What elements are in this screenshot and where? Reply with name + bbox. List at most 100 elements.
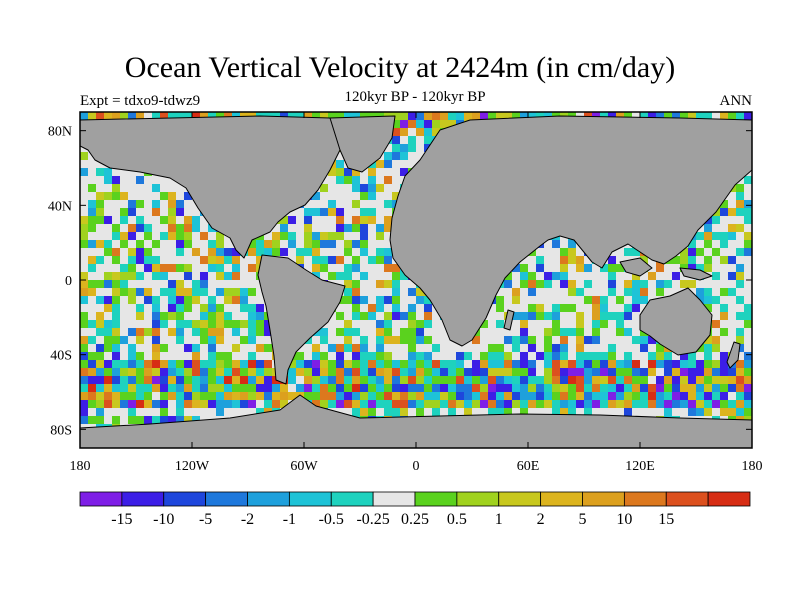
field-cell bbox=[384, 320, 392, 328]
field-cell bbox=[88, 320, 96, 328]
field-cell bbox=[560, 304, 568, 312]
field-cell bbox=[736, 296, 744, 304]
field-cell bbox=[408, 288, 416, 296]
field-cell bbox=[640, 336, 648, 344]
field-cell bbox=[592, 376, 600, 384]
field-cell bbox=[480, 360, 488, 368]
field-cell bbox=[192, 320, 200, 328]
land-masses bbox=[80, 115, 752, 448]
field-cell bbox=[616, 312, 624, 320]
field-cell bbox=[304, 224, 312, 232]
field-cell bbox=[640, 288, 648, 296]
field-cell bbox=[336, 216, 344, 224]
field-cell bbox=[144, 384, 152, 392]
field-cell bbox=[136, 176, 144, 184]
field-cell bbox=[736, 224, 744, 232]
field-cell bbox=[432, 120, 440, 128]
field-cell bbox=[288, 216, 296, 224]
field-cell bbox=[616, 320, 624, 328]
field-cell bbox=[640, 256, 648, 264]
field-cell bbox=[168, 360, 176, 368]
field-cell bbox=[112, 368, 120, 376]
field-cell bbox=[256, 312, 264, 320]
field-cell bbox=[328, 360, 336, 368]
field-cell bbox=[672, 112, 680, 120]
field-cell bbox=[688, 384, 696, 392]
field-cell bbox=[672, 360, 680, 368]
field-cell bbox=[256, 256, 264, 264]
field-cell bbox=[208, 264, 216, 272]
field-cell bbox=[744, 384, 752, 392]
field-cell bbox=[536, 376, 544, 384]
field-cell bbox=[656, 288, 664, 296]
field-cell bbox=[640, 360, 648, 368]
field-cell bbox=[272, 392, 280, 400]
field-cell bbox=[256, 376, 264, 384]
field-cell bbox=[192, 352, 200, 360]
field-cell bbox=[112, 192, 120, 200]
field-cell bbox=[504, 408, 512, 416]
field-cell bbox=[592, 384, 600, 392]
field-cell bbox=[392, 152, 400, 160]
field-cell bbox=[248, 376, 256, 384]
field-cell bbox=[136, 112, 144, 120]
field-cell bbox=[408, 336, 416, 344]
field-cell bbox=[520, 264, 528, 272]
field-cell bbox=[440, 384, 448, 392]
field-cell bbox=[480, 384, 488, 392]
field-cell bbox=[616, 384, 624, 392]
field-cell bbox=[88, 416, 96, 424]
field-cell bbox=[744, 408, 752, 416]
field-cell bbox=[232, 400, 240, 408]
field-cell bbox=[704, 408, 712, 416]
colorbar-label: 10 bbox=[616, 511, 632, 528]
field-cell bbox=[528, 304, 536, 312]
field-cell bbox=[352, 176, 360, 184]
field-cell bbox=[264, 328, 272, 336]
field-cell bbox=[368, 112, 376, 120]
field-cell bbox=[416, 376, 424, 384]
field-cell bbox=[640, 384, 648, 392]
field-cell bbox=[264, 248, 272, 256]
field-cell bbox=[504, 392, 512, 400]
field-cell bbox=[720, 312, 728, 320]
landmass-antarctica bbox=[80, 394, 752, 448]
field-cell bbox=[408, 328, 416, 336]
field-cell bbox=[248, 360, 256, 368]
field-cell bbox=[384, 400, 392, 408]
field-cell bbox=[144, 224, 152, 232]
colorbar-label: 2 bbox=[537, 511, 545, 528]
field-cell bbox=[400, 360, 408, 368]
field-cell bbox=[304, 360, 312, 368]
field-cell bbox=[80, 216, 88, 224]
field-cell bbox=[368, 184, 376, 192]
field-cell bbox=[280, 224, 288, 232]
field-cell bbox=[496, 296, 504, 304]
field-cell bbox=[80, 272, 88, 280]
field-cell bbox=[80, 112, 88, 120]
field-cell bbox=[288, 376, 296, 384]
field-cell bbox=[560, 408, 568, 416]
field-cell bbox=[464, 384, 472, 392]
field-cell bbox=[432, 128, 440, 136]
field-cell bbox=[344, 176, 352, 184]
field-cell bbox=[744, 240, 752, 248]
field-cell bbox=[328, 240, 336, 248]
field-cell bbox=[304, 392, 312, 400]
field-cell bbox=[600, 368, 608, 376]
field-cell bbox=[464, 392, 472, 400]
field-cell bbox=[728, 256, 736, 264]
landmass-greenland bbox=[329, 115, 396, 173]
field-cell bbox=[176, 304, 184, 312]
field-cell bbox=[712, 232, 720, 240]
colorbar-label: -2 bbox=[241, 511, 254, 528]
field-cell bbox=[552, 352, 560, 360]
field-cell bbox=[424, 392, 432, 400]
field-cell bbox=[304, 208, 312, 216]
field-cell bbox=[224, 256, 232, 264]
field-cell bbox=[144, 264, 152, 272]
field-cell bbox=[408, 400, 416, 408]
field-cell bbox=[424, 360, 432, 368]
field-cell bbox=[400, 408, 408, 416]
field-cell bbox=[432, 376, 440, 384]
